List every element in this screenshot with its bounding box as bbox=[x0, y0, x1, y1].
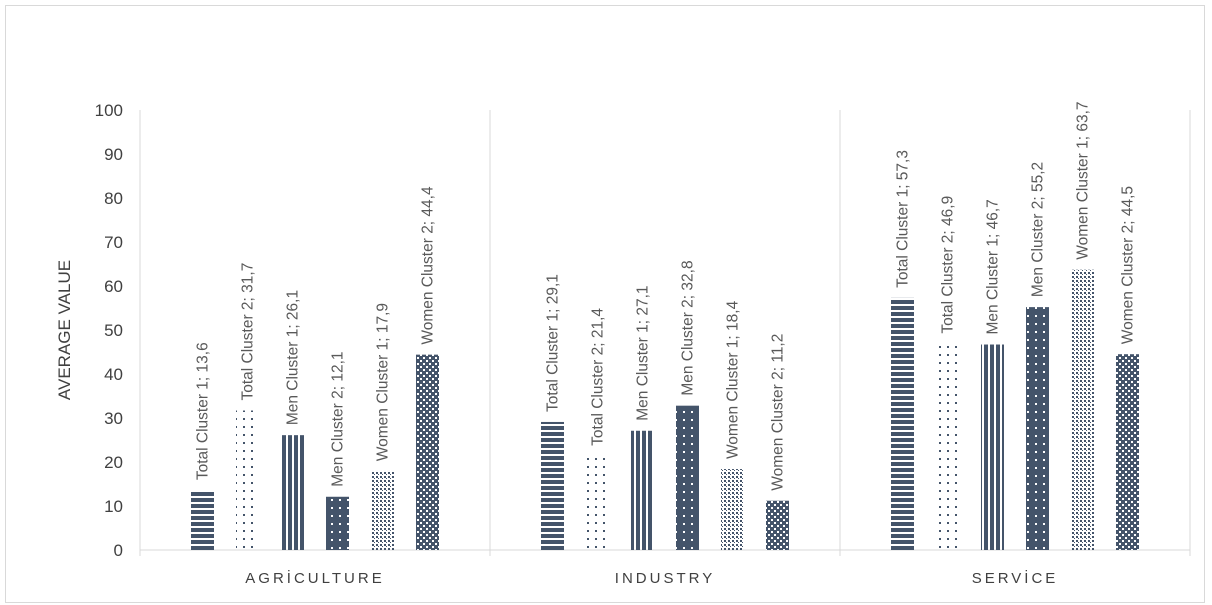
data-label: Total Cluster 1; 29,1 bbox=[545, 274, 562, 412]
y-tick-label: 40 bbox=[104, 365, 123, 384]
y-tick-label: 30 bbox=[104, 409, 123, 428]
data-label: Women Cluster 2; 11,2 bbox=[770, 334, 787, 491]
bar bbox=[676, 405, 699, 550]
bar bbox=[191, 490, 214, 550]
data-label: Total Cluster 1; 13,6 bbox=[195, 342, 212, 480]
data-label: Men Cluster 1; 27,1 bbox=[635, 285, 652, 420]
y-tick-label: 50 bbox=[104, 321, 123, 340]
y-axis-label: AVERAGE VALUE bbox=[55, 260, 74, 400]
data-label: Total Cluster 2; 31,7 bbox=[240, 263, 257, 401]
bar bbox=[326, 496, 349, 550]
y-tick-label: 0 bbox=[114, 541, 123, 560]
data-label: Women Cluster 1; 18,4 bbox=[725, 300, 742, 459]
x-category-label: AGRİCULTURE bbox=[245, 569, 384, 587]
bar bbox=[416, 354, 439, 550]
bar bbox=[766, 500, 789, 550]
x-category-label: SERVİCE bbox=[972, 569, 1059, 587]
bar bbox=[1116, 354, 1139, 550]
y-tick-label: 20 bbox=[104, 453, 123, 472]
bar bbox=[1071, 269, 1094, 550]
bar bbox=[236, 410, 259, 550]
bar bbox=[721, 469, 744, 550]
data-label: Women Cluster 2; 44,4 bbox=[420, 186, 437, 345]
y-tick-label: 90 bbox=[104, 145, 123, 164]
data-label: Women Cluster 1; 63,7 bbox=[1075, 101, 1092, 259]
bar bbox=[631, 430, 654, 550]
y-tick-label: 60 bbox=[104, 277, 123, 296]
data-label: Total Cluster 2; 21,4 bbox=[590, 308, 607, 446]
y-tick-label: 100 bbox=[95, 101, 123, 120]
bar bbox=[1026, 307, 1049, 550]
bar bbox=[981, 344, 1004, 550]
data-label: Men Cluster 1; 46,7 bbox=[985, 199, 1002, 334]
y-tick-label: 70 bbox=[104, 233, 123, 252]
data-label: Men Cluster 2; 55,2 bbox=[1030, 162, 1047, 297]
y-tick-label: 10 bbox=[104, 497, 123, 516]
y-tick-label: 80 bbox=[104, 189, 123, 208]
data-label: Women Cluster 2; 44,5 bbox=[1120, 186, 1137, 344]
data-label: Total Cluster 2; 46,9 bbox=[940, 196, 957, 334]
chart-frame bbox=[5, 5, 1205, 603]
bar bbox=[371, 471, 394, 550]
data-label: Total Cluster 1; 57,3 bbox=[895, 150, 912, 288]
bar bbox=[891, 297, 914, 550]
data-label: Men Cluster 2; 32,8 bbox=[680, 260, 697, 395]
bar bbox=[586, 455, 609, 550]
bar bbox=[936, 343, 959, 550]
data-label: Men Cluster 1; 26,1 bbox=[285, 290, 302, 425]
x-category-label: INDUSTRY bbox=[615, 570, 715, 587]
data-label: Men Cluster 2; 12,1 bbox=[330, 351, 347, 486]
bar bbox=[281, 435, 304, 550]
data-label: Women Cluster 1; 17,9 bbox=[375, 303, 392, 461]
bar bbox=[541, 421, 564, 550]
